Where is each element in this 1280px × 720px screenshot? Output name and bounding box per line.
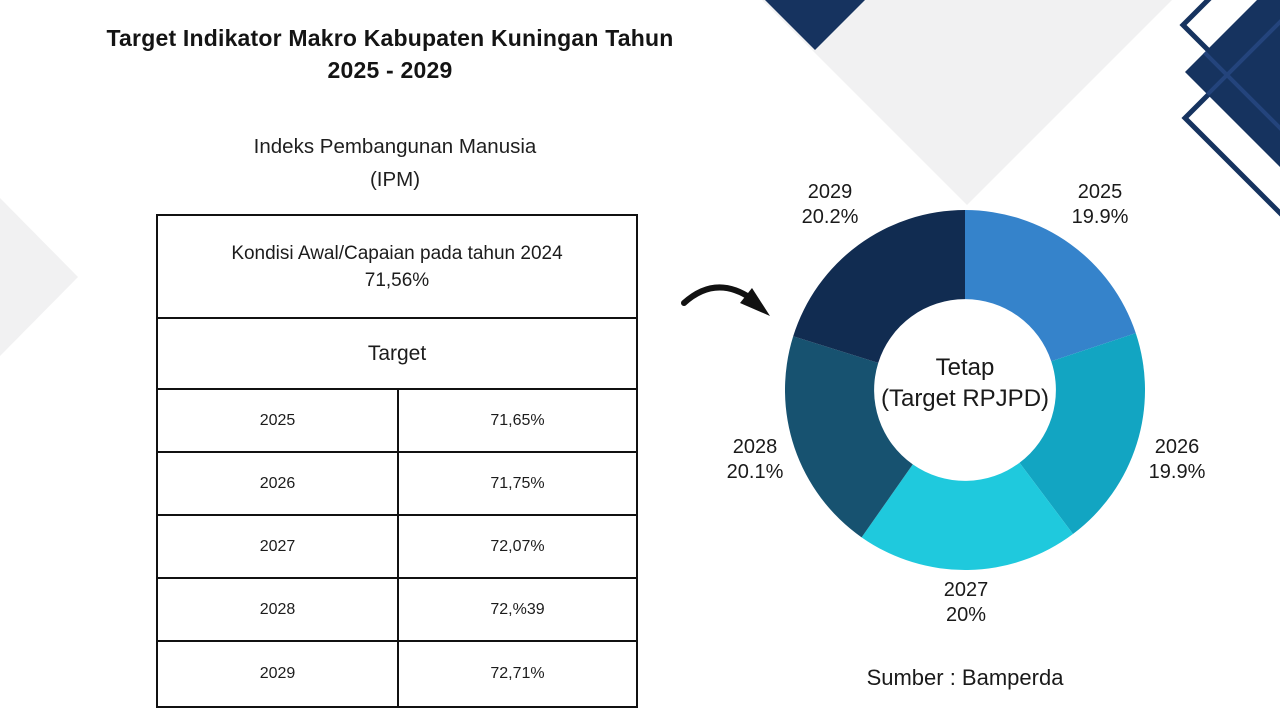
slice-label-2026: 2026 19.9%: [1149, 435, 1206, 485]
curved-arrow-icon: [681, 284, 770, 316]
donut-segment-2027: [861, 462, 1073, 570]
value-cell: 71,65%: [397, 390, 636, 451]
donut-segment-2029: [793, 210, 965, 363]
value-cell: 71,75%: [397, 453, 636, 514]
left-gray-diamond-shape: [0, 198, 78, 356]
source-note: Sumber : Bamperda: [866, 665, 1064, 690]
table-row: 2029 72,71%: [158, 640, 636, 706]
slice-label-year: 2029: [807, 181, 853, 203]
table-row: 2026 71,75%: [158, 451, 636, 514]
value-cell: 72,07%: [397, 516, 636, 577]
indicator-title: Indeks Pembangunan Manusia (IPM): [105, 130, 685, 196]
year-cell: 2028: [259, 600, 296, 618]
slice-label-2027: 2027 20%: [944, 578, 989, 628]
donut-segment-2026: [1019, 333, 1146, 535]
corner-diamond-accent-line-1: [1185, 0, 1280, 180]
table-baseline-row: Kondisi Awal/Capaian pada tahun 2024 71,…: [158, 216, 636, 317]
page-title-line2: 2025 - 2029: [327, 57, 453, 83]
target-header: Target: [367, 341, 427, 365]
table-row: 2025 71,65%: [158, 388, 636, 451]
table-row: 2027 72,07%: [158, 514, 636, 577]
slice-label-year: 2028: [732, 436, 778, 458]
table-target-header-row: Target: [158, 317, 636, 388]
table-row: 2028 72,%39: [158, 577, 636, 640]
top-gray-triangle-shape: [762, 0, 1172, 205]
slice-label-percent: 19.9%: [1148, 461, 1206, 483]
donut-segment-2025: [965, 210, 1136, 362]
baseline-label: Kondisi Awal/Capaian pada tahun 2024: [231, 242, 563, 264]
corner-outline-diamond-lower: [1181, 19, 1280, 217]
donut-center-label-line1: Tetap: [935, 354, 995, 381]
page-title: Target Indikator Makro Kabupaten Kuninga…: [40, 22, 740, 86]
slice-label-percent: 19.9%: [1071, 206, 1129, 228]
ipm-target-table: Kondisi Awal/Capaian pada tahun 2024 71,…: [156, 214, 638, 708]
value-cell: 72,%39: [397, 579, 636, 640]
value-cell: 72,71%: [397, 642, 636, 706]
slice-label-percent: 20%: [945, 604, 987, 626]
corner-outline-diamond-upper: [1179, 0, 1280, 126]
year-cell: 2026: [259, 474, 296, 492]
corner-filled-diamond: [1185, 0, 1280, 167]
baseline-value: 71,56%: [364, 269, 430, 291]
slice-label-2029: 2029 20.2%: [802, 180, 859, 230]
slice-label-percent: 20.1%: [726, 461, 784, 483]
donut-center-label-line2: (Target RPJPD): [880, 385, 1050, 412]
donut-segment-2028: [784, 336, 913, 538]
donut-center-label: Tetap (Target RPJPD): [881, 352, 1049, 414]
corner-diamond-accent-line-2: [1185, 0, 1280, 174]
slice-label-2025: 2025 19.9%: [1072, 180, 1129, 230]
slice-label-year: 2026: [1154, 436, 1200, 458]
slice-label-2028: 2028 20.1%: [727, 435, 784, 485]
top-navy-diamond-shape: [765, 0, 865, 50]
ipm-target-donut-chart: [784, 210, 1146, 570]
year-cell: 2027: [259, 537, 296, 555]
year-cell: 2025: [259, 411, 296, 429]
slice-label-percent: 20.2%: [801, 206, 859, 228]
slice-label-year: 2027: [943, 579, 989, 601]
indicator-title-line1: Indeks Pembangunan Manusia: [253, 135, 537, 158]
slice-label-year: 2025: [1077, 181, 1123, 203]
year-cell: 2029: [259, 665, 296, 682]
page-title-line1: Target Indikator Makro Kabupaten Kuninga…: [106, 25, 674, 51]
indicator-title-line2: (IPM): [369, 168, 421, 191]
